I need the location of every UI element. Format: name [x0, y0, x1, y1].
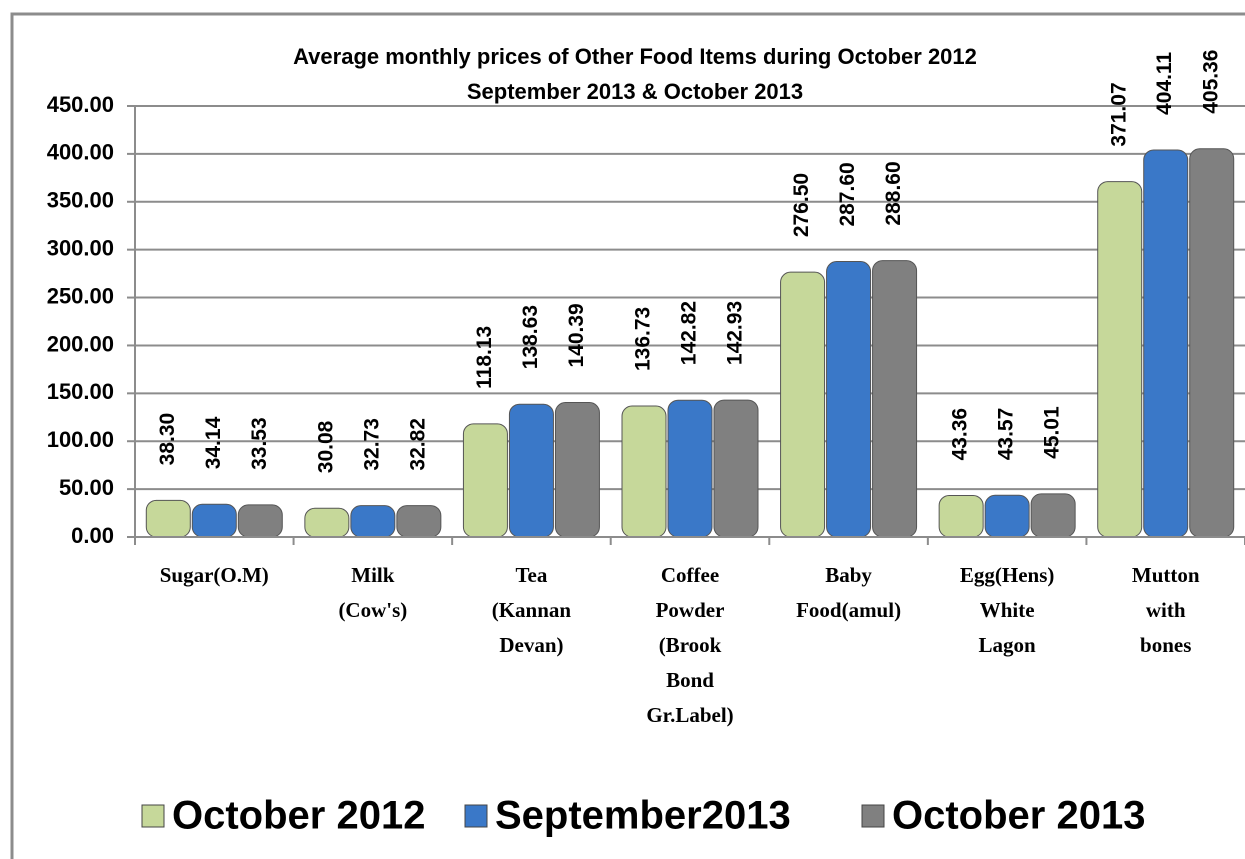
legend-label: September2013: [495, 794, 791, 838]
x-tick-label: Coffee Powder (Brook Bond Gr.Label): [646, 563, 733, 727]
value-label: 32.82: [406, 418, 429, 471]
value-label: 136.73: [632, 307, 655, 371]
bar: [191, 503, 237, 538]
bar: [304, 507, 350, 538]
y-tick-label: 400.00: [47, 140, 114, 165]
legend-swatch: [464, 804, 488, 828]
bar: [621, 405, 667, 538]
bar: [1189, 148, 1235, 538]
value-label: 118.13: [473, 326, 496, 389]
bar: [554, 402, 600, 538]
value-label: 405.36: [1199, 50, 1222, 114]
x-tick-label: Baby Food(amul): [796, 563, 901, 622]
bar: [462, 423, 508, 538]
bar: [872, 260, 918, 538]
y-tick-label: 250.00: [47, 283, 114, 308]
bar: [1030, 493, 1076, 538]
y-tick-label: 350.00: [47, 188, 114, 213]
legend-swatch: [861, 804, 885, 828]
value-label: 371.07: [1107, 82, 1130, 146]
bar: [145, 499, 191, 538]
value-label: 404.11: [1153, 52, 1176, 115]
x-tick-label: Sugar(O.M): [160, 563, 269, 587]
value-label: 43.36: [949, 408, 972, 461]
bar: [984, 494, 1030, 538]
y-tick-label: 100.00: [47, 427, 114, 452]
value-label: 288.60: [882, 161, 905, 225]
value-label: 38.30: [156, 413, 179, 466]
x-tick-label: Milk (Cow's): [338, 563, 407, 622]
bar: [350, 505, 396, 538]
value-label: 33.53: [248, 417, 271, 470]
chart-title: Average monthly prices of Other Food Ite…: [293, 44, 977, 69]
value-label: 30.08: [314, 420, 337, 473]
value-label: 138.63: [519, 305, 542, 369]
bar: [780, 271, 826, 538]
value-label: 142.93: [724, 301, 747, 365]
value-label: 32.73: [360, 418, 383, 471]
x-tick-label: Egg(Hens) White Lagon: [960, 563, 1055, 657]
bar: [396, 505, 442, 538]
x-tick-label: Mutton with bones: [1132, 563, 1200, 657]
y-tick-label: 150.00: [47, 379, 114, 404]
bar: [237, 504, 283, 538]
bar: [826, 261, 872, 538]
x-tick-label: Tea (Kannan Devan): [492, 563, 572, 657]
legend-swatch: [141, 804, 165, 828]
y-tick-label: 0.00: [71, 523, 114, 548]
y-tick-label: 200.00: [47, 331, 114, 356]
legend-label: October 2013: [892, 794, 1145, 838]
chart-title: September 2013 & October 2013: [467, 79, 803, 104]
bar: [713, 399, 759, 538]
value-label: 45.01: [1041, 406, 1064, 459]
value-label: 142.82: [678, 301, 701, 365]
bar: [508, 403, 554, 538]
y-tick-label: 450.00: [47, 92, 114, 117]
legend-label: October 2012: [172, 794, 425, 838]
bar: [667, 399, 713, 538]
value-label: 43.57: [995, 408, 1018, 461]
value-label: 34.14: [202, 416, 225, 469]
y-tick-label: 300.00: [47, 235, 114, 260]
value-label: 287.60: [836, 162, 859, 226]
bar: [1143, 149, 1189, 538]
y-tick-label: 50.00: [59, 475, 114, 500]
value-label: 140.39: [565, 303, 588, 367]
bar: [938, 494, 984, 538]
bar: [1097, 181, 1143, 538]
value-label: 276.50: [790, 173, 813, 237]
